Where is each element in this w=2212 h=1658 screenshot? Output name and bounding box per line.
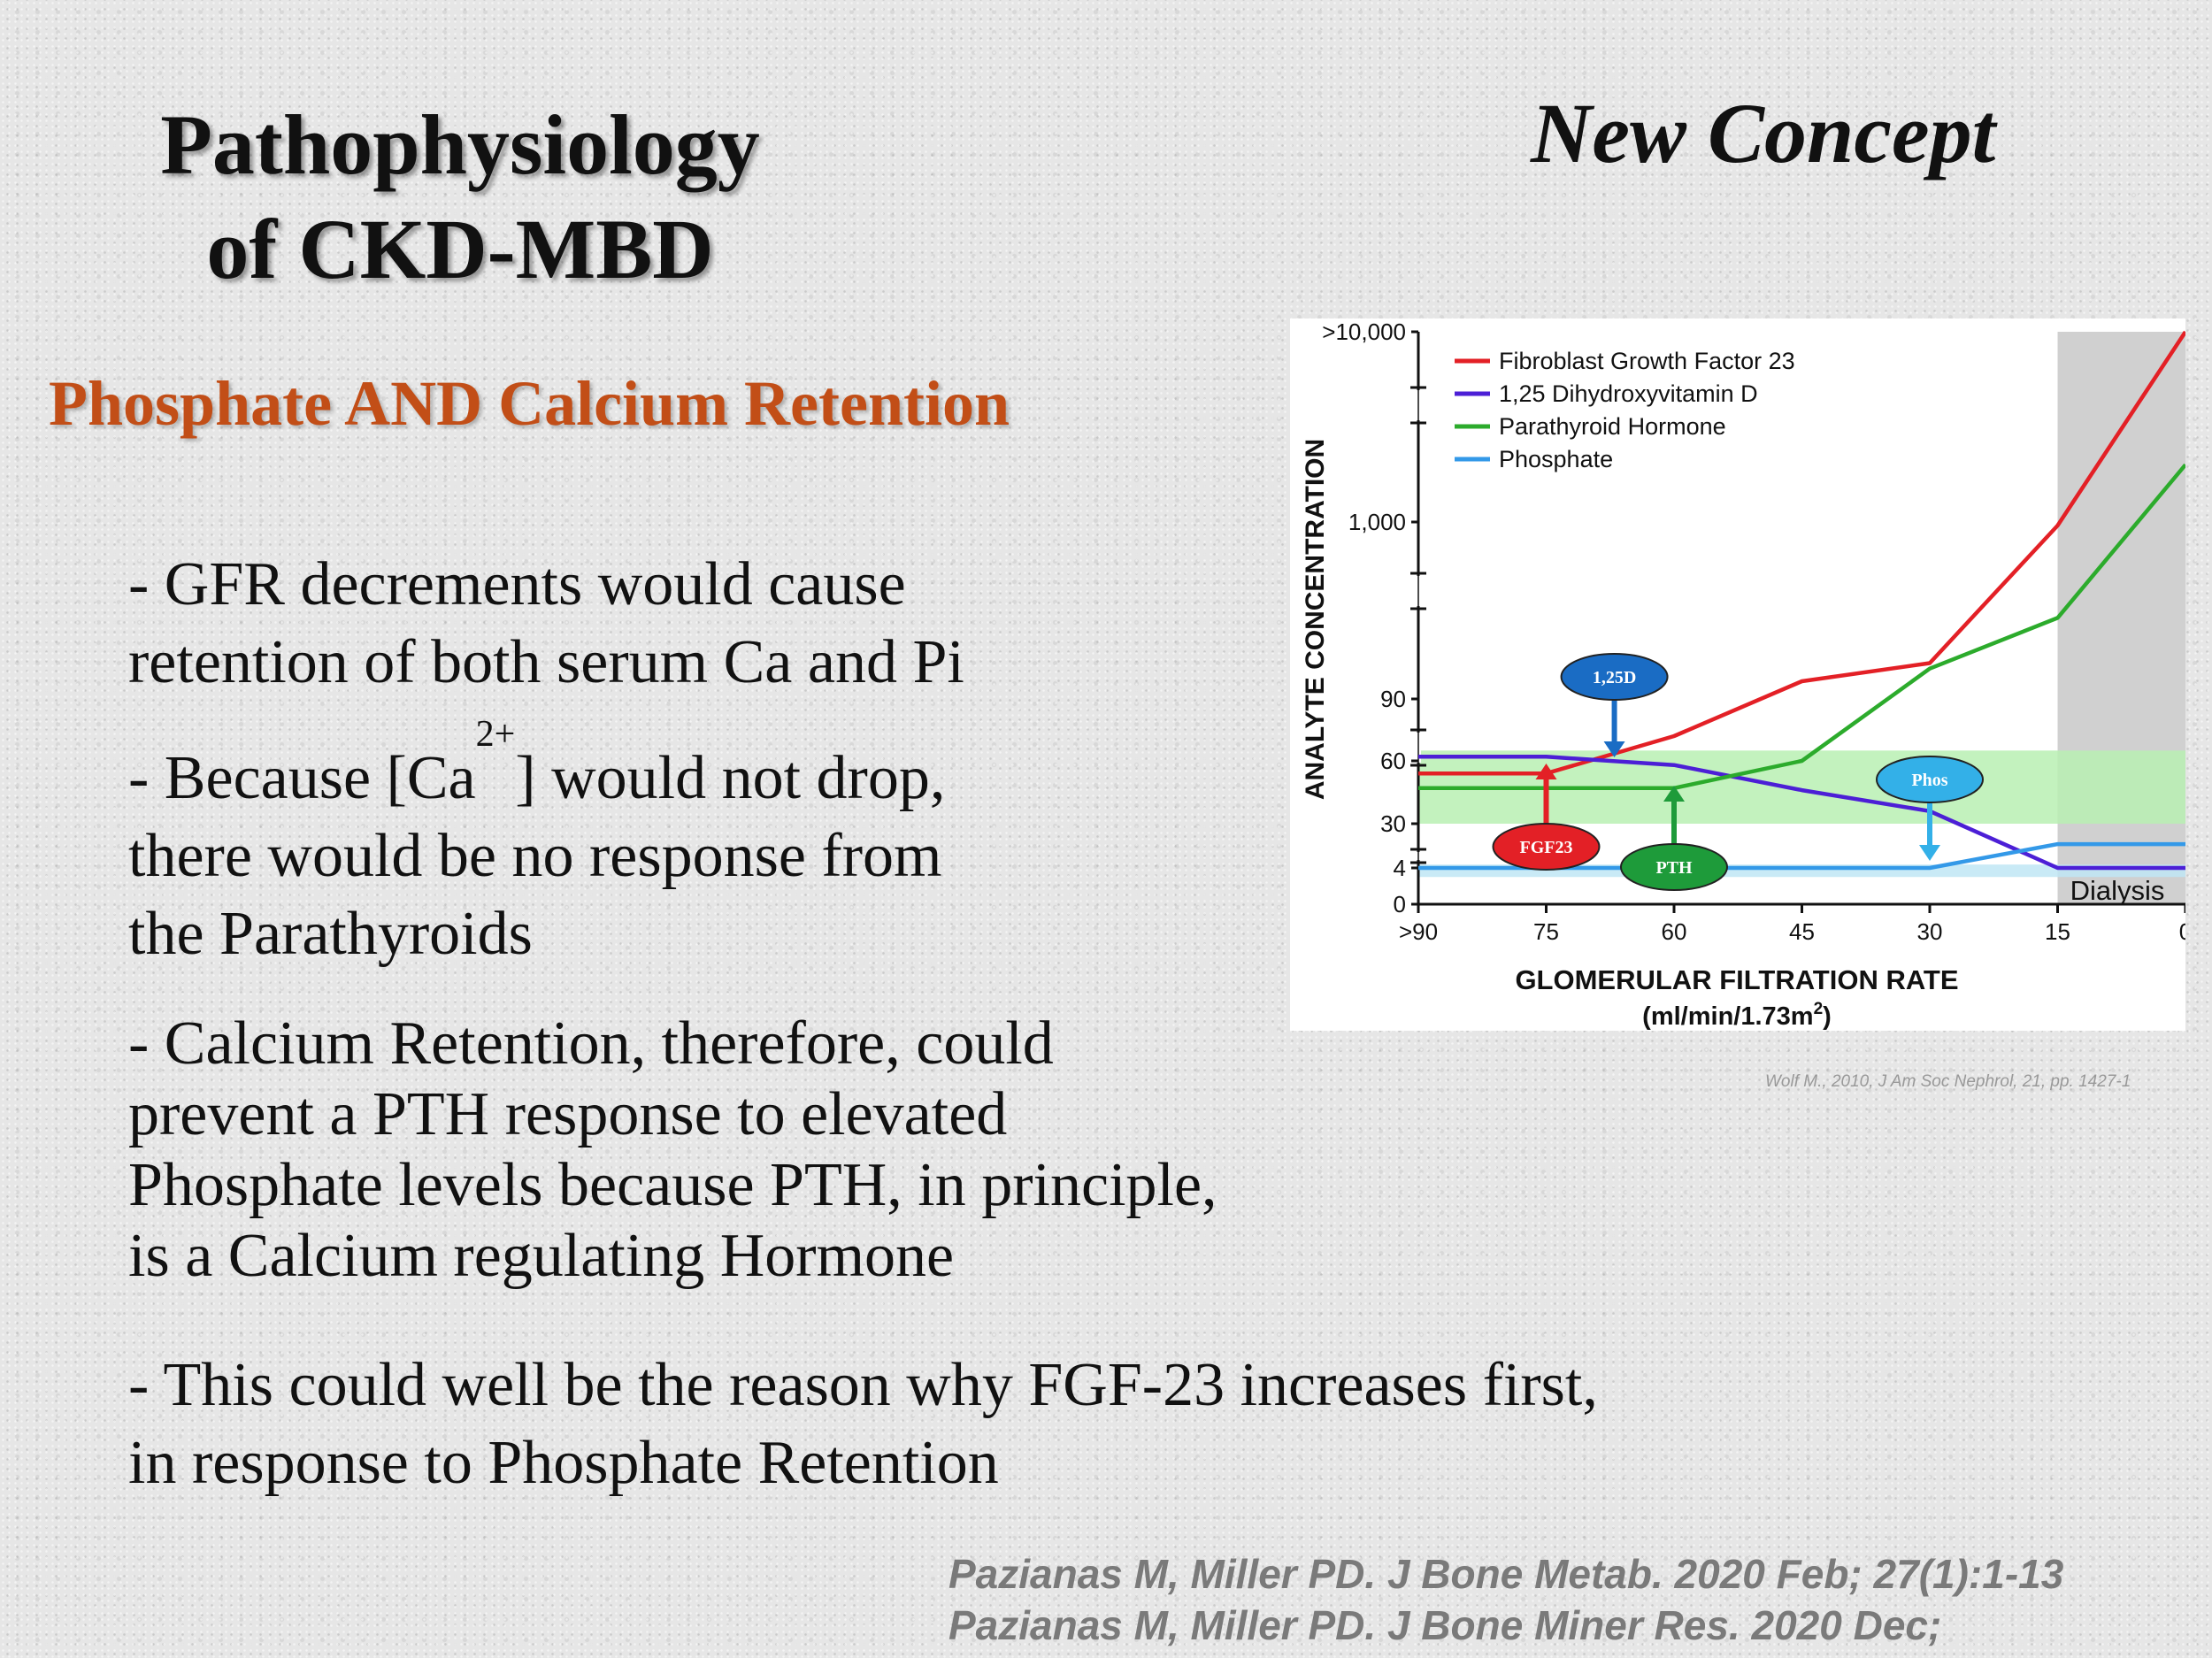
x-axis-units-main: (ml/min/1.73m	[1642, 1002, 1813, 1031]
bullet-2: - Because [Ca2+] would not drop, there w…	[128, 716, 946, 973]
bullet-3-line-4: is a Calcium regulating Hormone	[128, 1222, 955, 1290]
chart-panel: >10,0001,00090603040>9075604530150GLOMER…	[1290, 319, 2185, 1031]
x-tick-label-3: 45	[1789, 918, 1815, 945]
bullet-3-line-1: - Calcium Retention, therefore, could	[128, 1009, 1054, 1078]
y-tick-label-3: 60	[1380, 748, 1406, 774]
bullet-4: - This could well be the reason why FGF-…	[128, 1347, 1598, 1502]
legend-label-3: Phosphate	[1499, 446, 1613, 472]
y-tick-label-5: 4	[1394, 855, 1406, 881]
annotation-arrowhead-3	[1919, 845, 1940, 861]
legend-label-0: Fibroblast Growth Factor 23	[1499, 348, 1795, 374]
x-axis-units: (ml/min/1.73m2)	[1642, 1000, 1832, 1031]
annotation-balloon-1	[1492, 823, 1601, 871]
annotation-balloon-2	[1620, 843, 1728, 891]
annotation-label-2: PTH	[1655, 858, 1693, 878]
dialysis-label: Dialysis	[2070, 875, 2165, 906]
annotation-balloon-0	[1560, 653, 1669, 701]
annotation-arrowhead-1	[1535, 764, 1557, 779]
y-tick-label-4: 30	[1380, 810, 1406, 837]
bullet-2-line-1: - Because [Ca2+] would not drop,	[128, 716, 946, 817]
chart-source: Wolf M., 2010, J Am Soc Nephrol, 21, pp.…	[1765, 1072, 2131, 1091]
annotation-label-3: Phos	[1911, 771, 1947, 790]
y-tick-label-2: 90	[1380, 686, 1406, 712]
bullet-4-line-1: - This could well be the reason why FGF-…	[128, 1351, 1598, 1419]
title-line-1: Pathophysiology	[160, 97, 760, 192]
legend-label-2: Parathyroid Hormone	[1499, 413, 1726, 440]
x-axis-units-sup: 2	[1814, 1000, 1824, 1018]
x-tick-label-2: 60	[1662, 918, 1687, 945]
bullet-3: - Calcium Retention, therefore, could pr…	[128, 1009, 1217, 1292]
x-axis-label: GLOMERULAR FILTRATION RATE	[1515, 964, 1958, 995]
reference-2: Pazianas M, Miller PD. J Bone Miner Res.…	[949, 1602, 1942, 1648]
y-tick-label-0: >10,000	[1322, 319, 1406, 345]
bullet-1: - GFR decrements would cause retention o…	[128, 546, 964, 702]
y-tick-label-6: 0	[1394, 891, 1406, 917]
bullet-2-post: ] would not drop,	[515, 744, 946, 812]
bullet-1-line-2: retention of both serum Ca and Pi	[128, 628, 964, 696]
x-tick-label-6: 0	[2179, 918, 2185, 945]
bullet-3-line-3: Phosphate levels because PTH, in princip…	[128, 1151, 1217, 1219]
bullet-2-sup: 2+	[475, 714, 516, 755]
annotation-balloon-3	[1876, 756, 1984, 803]
new-concept-heading: New Concept	[1531, 86, 1996, 180]
legend-label-1: 1,25 Dihydroxyvitamin D	[1499, 380, 1758, 407]
title-line-2: of CKD-MBD	[206, 202, 714, 296]
annotation-label-1: FGF23	[1520, 838, 1573, 857]
y-axis-label: ANALYTE CONCENTRATION	[1301, 439, 1330, 800]
bullet-1-line-1: - GFR decrements would cause	[128, 550, 906, 618]
subtitle: Phosphate AND Calcium Retention	[49, 368, 1010, 439]
y-tick-label-1: 1,000	[1348, 509, 1406, 535]
series-line-1	[1418, 755, 2185, 871]
reference-1: Pazianas M, Miller PD. J Bone Metab. 202…	[949, 1551, 2064, 1597]
x-tick-label-4: 30	[1917, 918, 1943, 945]
x-tick-label-1: 75	[1533, 918, 1559, 945]
bullet-3-line-2: prevent a PTH response to elevated	[128, 1080, 1008, 1148]
x-axis-units-close: )	[1823, 1002, 1832, 1031]
slide-title: Pathophysiology of CKD-MBD	[133, 93, 787, 302]
annotation-arrowhead-0	[1603, 741, 1625, 757]
bullet-2-line-2: there would be no response from	[128, 822, 942, 890]
bullet-4-line-2: in response to Phosphate Retention	[128, 1429, 999, 1497]
x-tick-label-5: 15	[2045, 918, 2070, 945]
annotation-arrowhead-2	[1663, 786, 1685, 802]
annotation-label-0: 1,25D	[1593, 668, 1636, 687]
bullet-2-line-3: the Parathyroids	[128, 900, 533, 968]
x-tick-label-0: >90	[1399, 918, 1438, 945]
line-chart: >10,0001,00090603040>9075604530150GLOMER…	[1301, 319, 2185, 1031]
bullet-2-pre: - Because [Ca	[128, 744, 476, 812]
